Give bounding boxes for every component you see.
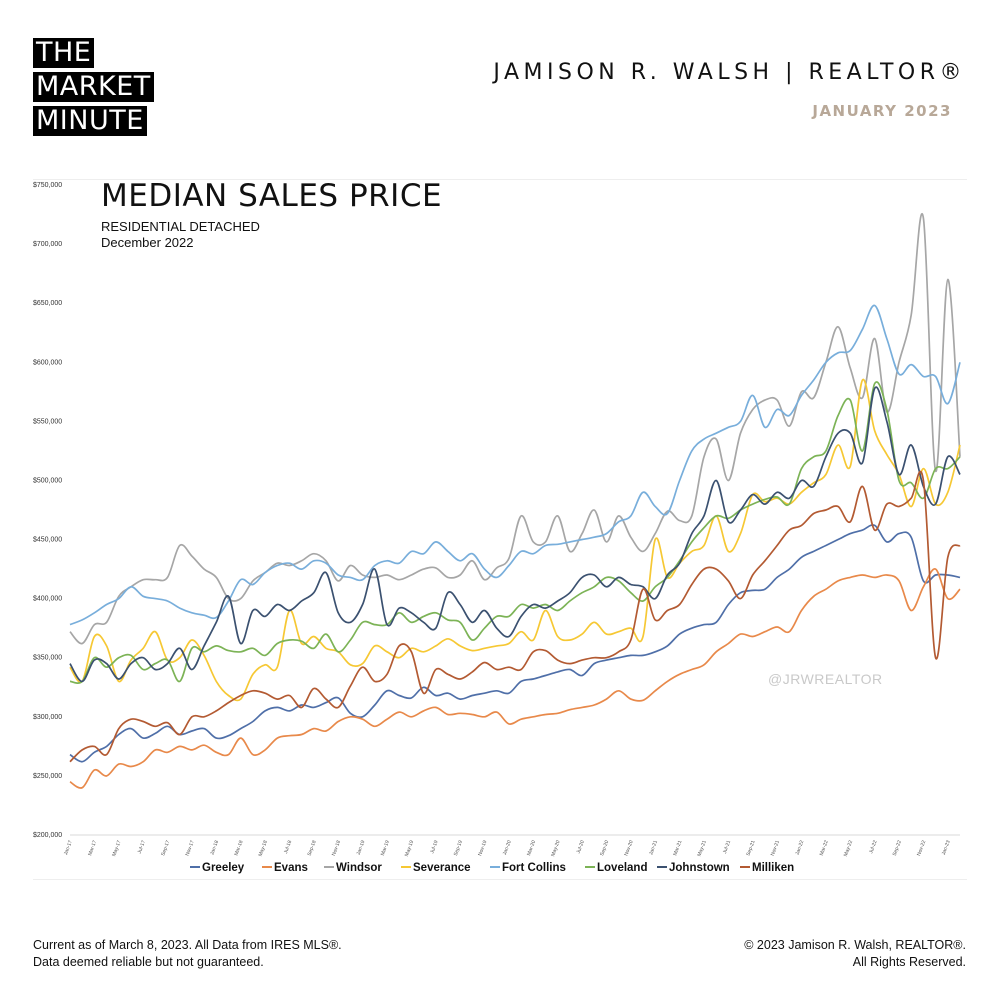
y-tick-label: $400,000 — [33, 596, 62, 603]
series-line-johnstown — [69, 386, 961, 683]
series-line-greeley — [69, 524, 961, 763]
x-tick-label: Nov-17 — [185, 839, 196, 856]
legend-label-milliken: Milliken — [752, 862, 794, 874]
footer-source: Current as of March 8, 2023. All Data fr… — [33, 938, 342, 952]
y-tick-label: $600,000 — [33, 359, 62, 366]
x-tick-label: Jul-20 — [576, 839, 586, 854]
x-tick-label: May-20 — [550, 839, 561, 857]
legend-label-evans: Evans — [274, 862, 308, 874]
x-tick-label: Jan-19 — [356, 839, 367, 856]
x-tick-label: Jan-23 — [941, 839, 952, 856]
legend-label-greeley: Greeley — [202, 862, 245, 874]
footer-disclaimer: Data deemed reliable but not guaranteed. — [33, 955, 264, 969]
x-tick-label: Sep-18 — [307, 839, 318, 856]
x-tick-label: Jan-22 — [795, 839, 806, 856]
x-tick-label: May-18 — [258, 839, 269, 857]
y-tick-label: $350,000 — [33, 655, 62, 662]
x-tick-label: Sep-21 — [745, 839, 756, 856]
x-tick-label: Jan-20 — [502, 839, 513, 856]
x-tick-label: Mar-21 — [672, 839, 683, 856]
y-tick-label: $250,000 — [33, 773, 62, 780]
y-tick-label: $700,000 — [33, 241, 62, 248]
chart-subtitle: RESIDENTIAL DETACHED — [101, 219, 260, 234]
y-tick-label: $550,000 — [33, 418, 62, 425]
x-tick-label: Sep-19 — [453, 839, 464, 856]
x-tick-label: Mar-18 — [234, 839, 245, 856]
series-line-fort-collins — [69, 304, 961, 626]
x-tick-label: Sep-20 — [599, 839, 610, 856]
logo: THE MARKET MINUTE — [33, 38, 154, 140]
legend-label-johnstown: Johnstown — [669, 862, 730, 874]
footer-right: © 2023 Jamison R. Walsh, REALTOR®. All R… — [744, 937, 966, 971]
series-line-windsor — [69, 213, 961, 645]
bottom-divider — [33, 879, 967, 880]
y-tick-label: $450,000 — [33, 537, 62, 544]
x-tick-label: May-17 — [111, 839, 122, 857]
chart-title: MEDIAN SALES PRICE — [101, 178, 443, 214]
x-tick-label: May-19 — [404, 839, 415, 857]
x-tick-label: Jan-21 — [648, 839, 659, 856]
legend-label-loveland: Loveland — [597, 862, 647, 874]
logo-line-2: MARKET — [33, 72, 154, 102]
x-tick-label: Jul-19 — [429, 839, 439, 854]
footer-left: Current as of March 8, 2023. All Data fr… — [33, 937, 342, 971]
x-tick-label: Mar-22 — [819, 839, 830, 856]
x-tick-label: Jan-18 — [209, 839, 220, 856]
x-tick-label: Jul-21 — [722, 839, 732, 854]
x-tick-label: Jul-17 — [137, 839, 147, 854]
x-tick-label: May-21 — [697, 839, 708, 857]
x-tick-label: Mar-20 — [526, 839, 537, 856]
footer-copyright: © 2023 Jamison R. Walsh, REALTOR®. — [744, 938, 966, 952]
x-tick-label: Sep-22 — [892, 839, 903, 856]
agent-name: JAMISON R. WALSH | REALTOR® — [493, 60, 966, 85]
legend-label-windsor: Windsor — [336, 862, 382, 874]
logo-line-3: MINUTE — [33, 106, 147, 136]
x-tick-label: May-22 — [843, 839, 854, 857]
x-tick-label: Jul-18 — [283, 839, 293, 854]
report-month: JANUARY 2023 — [812, 102, 952, 120]
legend-label-fort-collins: Fort Collins — [502, 862, 566, 874]
y-tick-label: $200,000 — [33, 832, 62, 839]
top-divider — [33, 179, 967, 180]
logo-line-1: THE — [33, 38, 95, 68]
x-tick-label: Sep-17 — [160, 839, 171, 856]
watermark: @JRWREALTOR — [768, 671, 883, 687]
y-tick-label: $500,000 — [33, 477, 62, 484]
x-tick-label: Nov-19 — [477, 839, 488, 856]
footer-rights: All Rights Reserved. — [852, 955, 966, 969]
series-line-milliken — [69, 470, 961, 763]
x-tick-label: Jul-22 — [868, 839, 878, 854]
x-tick-label: Nov-22 — [916, 839, 927, 856]
series-line-loveland — [69, 381, 961, 684]
y-tick-label: $300,000 — [33, 714, 62, 721]
x-tick-label: Mar-19 — [380, 839, 391, 856]
legend-label-severance: Severance — [413, 862, 471, 874]
y-tick-label: $750,000 — [33, 182, 62, 189]
x-tick-label: Nov-21 — [770, 839, 781, 856]
x-tick-label: Nov-18 — [331, 839, 342, 856]
series-line-evans — [69, 568, 961, 789]
x-tick-label: Mar-17 — [87, 839, 98, 856]
series-line-severance — [69, 378, 961, 702]
chart-period: December 2022 — [101, 235, 194, 250]
x-tick-label: Jan-17 — [63, 839, 74, 856]
x-tick-label: Nov-20 — [624, 839, 635, 856]
y-tick-label: $650,000 — [33, 300, 62, 307]
